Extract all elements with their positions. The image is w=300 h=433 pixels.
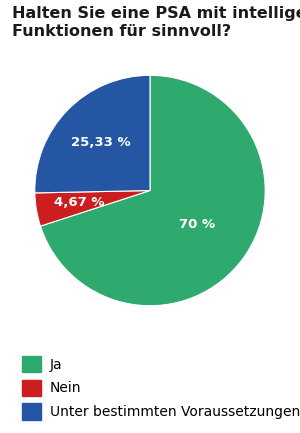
Text: 70 %: 70 %	[178, 218, 215, 231]
Wedge shape	[35, 191, 150, 226]
Wedge shape	[35, 75, 150, 193]
Wedge shape	[40, 75, 265, 306]
Text: Funktionen für sinnvoll?: Funktionen für sinnvoll?	[12, 24, 231, 39]
Text: Halten Sie eine PSA mit intelligenten: Halten Sie eine PSA mit intelligenten	[12, 6, 300, 22]
Text: 25,33 %: 25,33 %	[71, 136, 130, 149]
Legend: Ja, Nein, Unter bestimmten Voraussetzungen: Ja, Nein, Unter bestimmten Voraussetzung…	[19, 353, 300, 422]
Text: 4,67 %: 4,67 %	[54, 196, 105, 209]
